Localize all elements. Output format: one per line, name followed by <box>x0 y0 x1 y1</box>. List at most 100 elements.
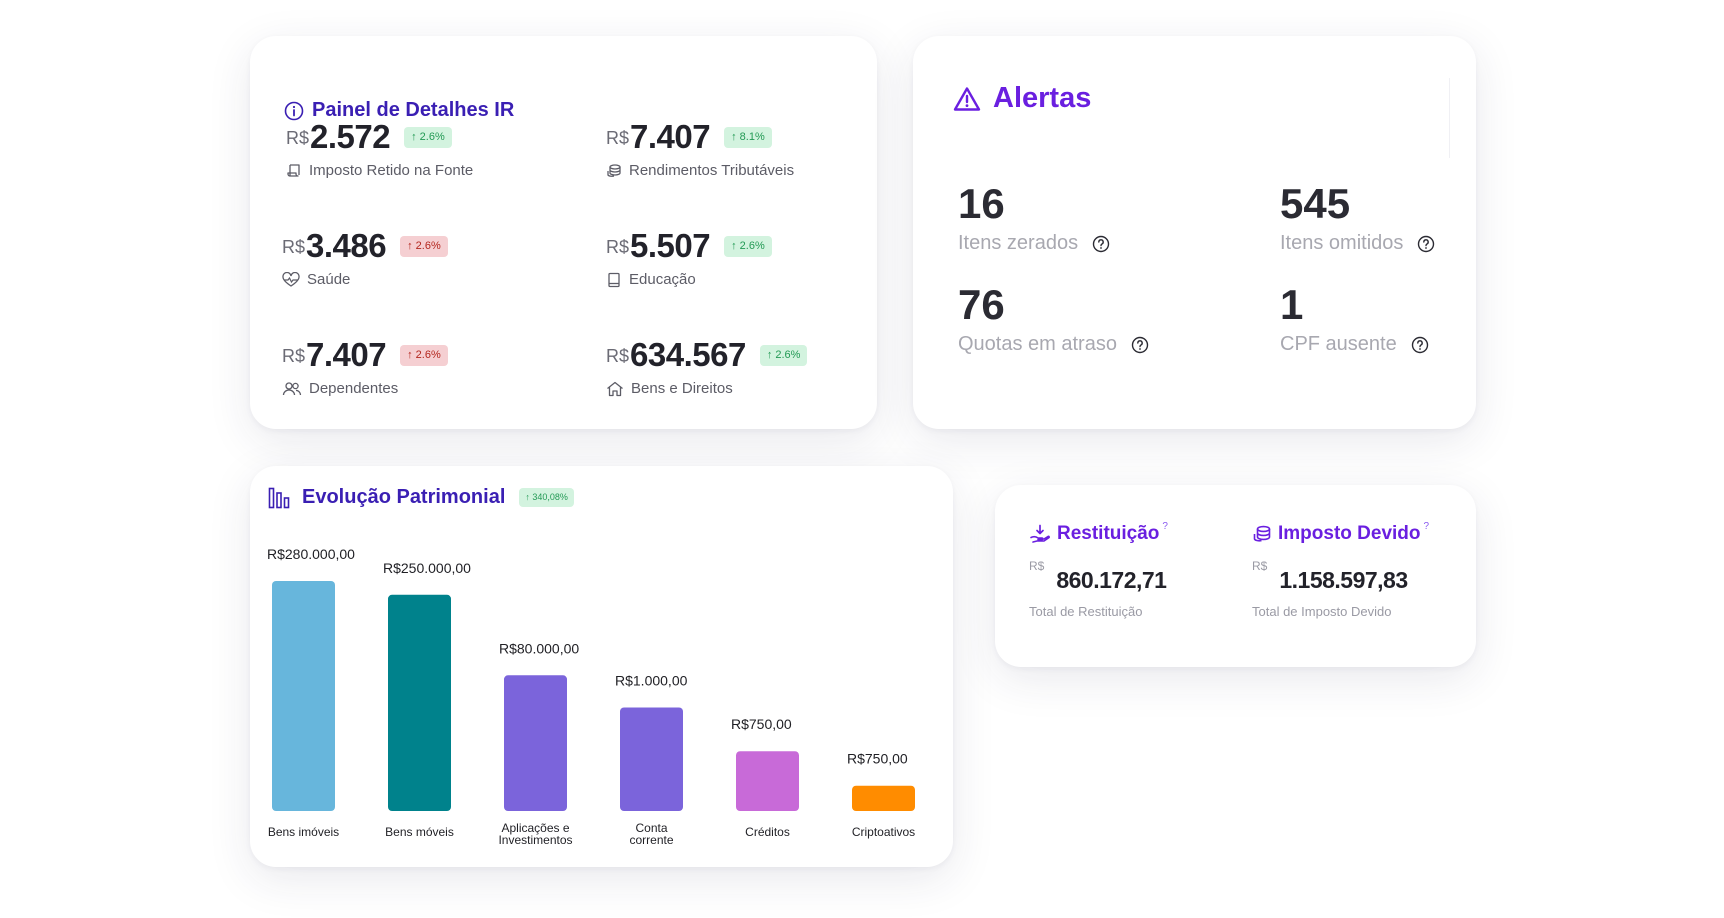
category-label: Bens imóveis <box>268 825 339 839</box>
bar-4[interactable] <box>736 751 799 811</box>
stat-label: Bens e Direitos <box>631 380 733 397</box>
help-circle-icon[interactable] <box>1411 336 1429 354</box>
currency-symbol: R$ <box>282 236 306 257</box>
trend-badge: ↑ 8.1% <box>724 126 772 148</box>
house-icon <box>607 381 623 396</box>
stat-label: Saúde <box>307 271 351 288</box>
bar-2[interactable] <box>504 675 567 811</box>
currency-symbol: R$ <box>1029 559 1045 573</box>
alert-label: Itens zerados <box>958 232 1079 254</box>
restituicao-value: 860.172,71 <box>1056 567 1167 593</box>
restituicao-block[interactable]: Restituição ? R$ 860.172,71 Total de Res… <box>1029 520 1168 620</box>
currency-symbol: R$ <box>286 127 310 148</box>
stat-imposto-retido[interactable]: R$ 2.572 ↑ 2.6% Imposto Retido na Fonte <box>286 118 586 179</box>
stat-label: Imposto Retido na Fonte <box>309 162 474 179</box>
painel-title: Painel de Detalhes IR <box>284 99 514 122</box>
stat-bens-direitos[interactable]: R$ 634.567 ↑ 2.6% Bens e Direitos <box>606 336 906 397</box>
alertas-divider <box>1449 78 1450 158</box>
alert-value: 16 <box>958 180 1005 227</box>
imposto-devido-subtitle: Total de Imposto Devido <box>1252 604 1392 619</box>
stat-label: Educação <box>629 271 696 288</box>
trend-badge: ↑ 2.6% <box>404 126 452 148</box>
evolucao-title-text: Evolução Patrimonial <box>302 486 506 508</box>
alert-value: 76 <box>958 281 1005 328</box>
coins-icon <box>1253 525 1271 542</box>
alert-value: 1 <box>1280 281 1304 328</box>
imposto-devido-value: 1.158.597,83 <box>1279 567 1408 593</box>
stat-value: 634.567 <box>630 336 746 373</box>
alert-label: CPF ausente <box>1280 333 1397 355</box>
bar-5[interactable] <box>852 785 915 811</box>
category-label: Aplicações e <box>501 821 569 835</box>
bar-value-label: R$280.000,00 <box>267 546 355 562</box>
coins-icon <box>607 163 621 177</box>
category-label: Bens móveis <box>385 825 454 839</box>
painel-title-text: Painel de Detalhes IR <box>312 99 515 121</box>
users-icon <box>282 381 302 395</box>
help-mark-icon[interactable]: ? <box>1423 520 1430 532</box>
bar-0[interactable] <box>272 581 335 811</box>
currency-symbol: R$ <box>606 345 630 366</box>
bar-value-label: R$250.000,00 <box>383 560 471 576</box>
trend-badge: ↑ 2.6% <box>724 235 772 257</box>
stat-value: 5.507 <box>630 227 711 264</box>
bar-value-label: R$750,00 <box>847 751 908 767</box>
imposto-devido-block[interactable]: Imposto Devido ? R$ 1.158.597,83 Total d… <box>1252 520 1430 620</box>
stat-educacao[interactable]: R$ 5.507 ↑ 2.6% Educação <box>606 227 906 288</box>
bar-chart-icon <box>268 487 290 508</box>
category-label: Conta <box>635 821 667 835</box>
stat-value: 2.572 <box>310 118 391 155</box>
painel-detalhes-card: Painel de Detalhes IR R$ 2.572 ↑ 2.6% Im… <box>250 36 877 429</box>
bar-3[interactable] <box>620 707 683 812</box>
warning-triangle-icon <box>953 86 981 111</box>
category-label: Investimentos <box>498 833 572 847</box>
trend-badge: ↑ 2.6% <box>759 344 808 366</box>
stat-dependentes[interactable]: R$ 7.407 ↑ 2.6% Dependentes <box>282 336 582 397</box>
receipt-icon <box>287 163 300 177</box>
trend-badge: ↑ 2.6% <box>400 235 448 257</box>
evolucao-bar-chart: R$280.000,00 Bens imóveis R$250.000,00 Bens… <box>267 546 915 847</box>
book-icon <box>608 272 620 287</box>
help-circle-icon[interactable] <box>1131 336 1149 354</box>
alert-itens-omitidos[interactable]: 545 Itens omitidos <box>1280 180 1435 255</box>
currency-symbol: R$ <box>606 127 630 148</box>
currency-symbol: R$ <box>606 236 630 257</box>
alert-label: Itens omitidos <box>1280 232 1404 254</box>
alert-quotas-atraso[interactable]: 76 Quotas em atraso <box>958 281 1149 356</box>
restituicao-title: Restituição <box>1057 523 1160 544</box>
alert-cpf-ausente[interactable]: 1 CPF ausente <box>1280 281 1429 356</box>
info-icon <box>284 101 304 120</box>
heartbeat-icon <box>282 271 300 287</box>
stat-value: 7.407 <box>306 336 387 373</box>
evolucao-patrimonial-card: R$280.000,00 Bens imóveis R$250.000,00 Bens… <box>250 466 953 867</box>
help-circle-icon[interactable] <box>1417 235 1435 253</box>
alert-value: 545 <box>1280 180 1351 227</box>
resumo-card: Restituição ? R$ 860.172,71 Total de Res… <box>995 485 1476 667</box>
bar-1[interactable] <box>388 594 451 811</box>
stat-saude[interactable]: R$ 3.486 ↑ 2.6% Saúde <box>282 227 582 288</box>
trend-badge: ↑ 340,08% <box>519 488 574 507</box>
alertas-title: Alertas <box>953 82 1091 115</box>
category-label: Créditos <box>745 825 790 839</box>
restituicao-subtitle: Total de Restituição <box>1029 604 1143 619</box>
bar-value-label: R$1.000,00 <box>615 673 688 689</box>
currency-symbol: R$ <box>282 345 306 366</box>
stat-label: Rendimentos Tributáveis <box>629 162 795 179</box>
stat-label: Dependentes <box>309 380 399 397</box>
bar-value-label: R$80.000,00 <box>499 640 579 656</box>
evolucao-title: Evolução Patrimonial ↑ 340,08% <box>268 486 574 509</box>
stat-value: 3.486 <box>306 227 387 264</box>
alert-itens-zerados[interactable]: 16 Itens zerados <box>958 180 1110 255</box>
stat-value: 7.407 <box>630 118 711 155</box>
currency-symbol: R$ <box>1252 559 1268 573</box>
alert-label: Quotas em atraso <box>958 333 1117 355</box>
hand-coin-icon <box>1030 524 1050 543</box>
trend-badge: ↑ 2.6% <box>400 344 448 366</box>
help-circle-icon[interactable] <box>1092 235 1110 253</box>
help-mark-icon[interactable]: ? <box>1162 520 1168 532</box>
stat-rendimentos[interactable]: R$ 7.407 ↑ 8.1% Rendimentos Tributáveis <box>606 118 906 179</box>
category-label: Criptoativos <box>852 825 915 839</box>
alertas-card: Alertas 16 Itens zerados 545 Itens omiti… <box>913 36 1476 429</box>
imposto-devido-title: Imposto Devido <box>1278 523 1421 544</box>
category-label: corrente <box>629 833 673 847</box>
